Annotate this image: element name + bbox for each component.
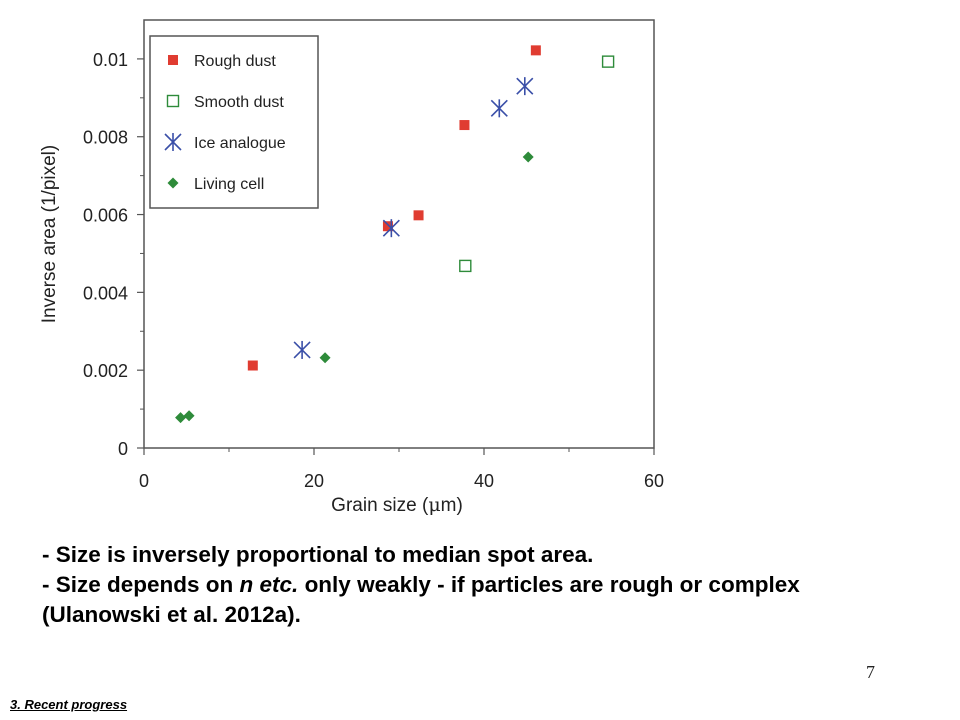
bullet-2-start: - Size depends on bbox=[42, 572, 240, 597]
rough-dust-point bbox=[247, 360, 258, 371]
bullet-2-italic: n etc. bbox=[239, 572, 299, 597]
legend-label-smooth-dust: Smooth dust bbox=[194, 94, 284, 111]
x-tick-labels: 0 20 40 60 bbox=[139, 471, 664, 491]
rough-dust-point bbox=[382, 221, 393, 232]
legend-label-living-cell: Living cell bbox=[194, 176, 264, 193]
y-tick-label: 0.006 bbox=[83, 206, 128, 226]
rough-dust-point bbox=[459, 120, 470, 131]
y-tick-label: 0.004 bbox=[83, 283, 128, 303]
x-tick-label: 20 bbox=[304, 471, 324, 491]
legend-marker-rough-dust bbox=[168, 55, 178, 65]
legend-label-rough-dust: Rough dust bbox=[194, 53, 276, 70]
rough-dust-point bbox=[530, 45, 541, 56]
ice-analogue-point bbox=[516, 77, 534, 96]
bullet-2: - Size depends on n etc. only weakly - i… bbox=[42, 570, 922, 630]
living-cell-point bbox=[522, 151, 534, 163]
living-cell-point bbox=[175, 412, 187, 424]
y-tick-label: 0.002 bbox=[83, 361, 128, 381]
legend-marker-living-cell bbox=[167, 177, 179, 189]
legend-marker-smooth-dust bbox=[166, 94, 180, 108]
ice-analogue-point bbox=[490, 99, 508, 118]
living-cell-point bbox=[183, 410, 195, 422]
living-cell-point bbox=[319, 352, 331, 364]
smooth-dust-point bbox=[459, 259, 472, 273]
y-tick-label: 0 bbox=[118, 439, 128, 459]
ice-analogue-point bbox=[382, 219, 400, 238]
x-axis-label-text: Grain size ( bbox=[331, 495, 429, 516]
footer-section-title: 3. Recent progress bbox=[10, 697, 128, 712]
rough-dust-point bbox=[413, 210, 424, 221]
bullet-points: - Size is inversely proportional to medi… bbox=[42, 540, 922, 630]
y-axis-label: Inverse area (1/pixel) bbox=[39, 145, 60, 323]
ice-analogue-point bbox=[293, 340, 311, 359]
x-axis-label-unit: m) bbox=[441, 495, 463, 516]
x-axis-label-mu: μ bbox=[428, 494, 440, 516]
bullet-1: - Size is inversely proportional to medi… bbox=[42, 542, 594, 567]
legend-label-ice-analogue: Ice analogue bbox=[194, 135, 286, 152]
legend: Rough dust Smooth dust Ice analogue Living … bbox=[149, 35, 319, 209]
y-tick-label: 0.008 bbox=[83, 128, 128, 148]
data-points bbox=[175, 45, 615, 424]
x-tick-label: 40 bbox=[474, 471, 494, 491]
scatter-chart: 0 0.002 0.004 0.006 0.008 0.01 0 20 40 60 Invers… bbox=[39, 19, 664, 516]
axis-ticks bbox=[137, 58, 655, 455]
x-tick-label: 0 bbox=[139, 471, 149, 491]
smooth-dust-point bbox=[601, 55, 615, 68]
y-tick-label: 0.01 bbox=[93, 50, 128, 70]
x-axis-label: Grain size (μm) bbox=[331, 494, 463, 516]
x-tick-label: 60 bbox=[644, 471, 664, 491]
y-tick-labels: 0 0.002 0.004 0.006 0.008 0.01 bbox=[83, 50, 128, 459]
legend-marker-ice-analogue bbox=[164, 133, 182, 151]
slide-number: 7 bbox=[866, 662, 875, 682]
bullet-2-end: only weakly - if particles are rough or … bbox=[42, 572, 800, 627]
